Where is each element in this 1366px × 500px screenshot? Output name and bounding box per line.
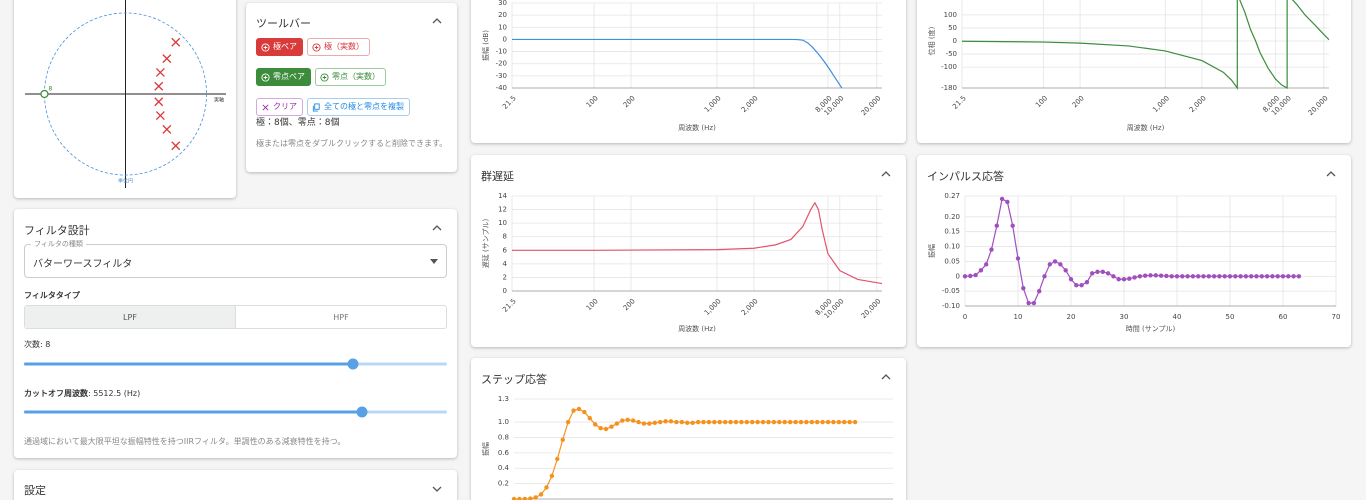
toggle-group: LPF HPF <box>24 305 447 329</box>
button[interactable]: 零点ペア <box>256 68 311 86</box>
toggle-button[interactable]: HPF <box>333 312 349 322</box>
button-label: 全ての極と零点を複製 <box>324 102 404 111</box>
toolbar-card: ツールバー 極ペア 極（実数） 零点ペア 零点（実数） クリア 全ての極と零点を… <box>246 3 457 172</box>
cutoff-slider[interactable] <box>24 405 449 419</box>
button-label: 極（実数） <box>324 42 364 51</box>
filter-design-card: フィルタ設計 フィルタの種類 バターワースフィルタ フィルタタイプ LPF HP… <box>14 209 457 458</box>
button-group: 極ペア 極（実数） 零点ペア 零点（実数） クリア 全ての極と零点を複製 <box>256 38 456 116</box>
button-label: 零点（実数） <box>332 72 380 81</box>
counts: 極：8個、零点：8個 <box>256 118 340 128</box>
phase-card <box>917 0 1351 143</box>
collapse-icon[interactable] <box>881 374 891 380</box>
field-label: フィルタタイプ <box>24 291 80 300</box>
cutoff-label: カットオフ周波数: 5512.5 (Hz) <box>24 388 140 399</box>
select[interactable]: フィルタの種類 バターワースフィルタ <box>24 238 447 278</box>
step-card: ステップ応答 <box>471 358 906 500</box>
collapse-icon[interactable] <box>432 225 442 231</box>
button-label: 極ペア <box>273 42 297 51</box>
button-label: 零点ペア <box>273 72 305 81</box>
button[interactable]: 極ペア <box>256 38 303 56</box>
collapse-icon[interactable] <box>432 18 442 24</box>
order-label: 次数: 8 <box>24 340 51 349</box>
card-title: ステップ応答 <box>481 373 547 386</box>
card-title: ツールバー <box>256 17 311 30</box>
order-slider[interactable] <box>24 357 449 371</box>
button-label: クリア <box>273 102 297 111</box>
card-title: 設定 <box>24 484 46 497</box>
select-value: バターワースフィルタ <box>33 259 133 270</box>
note: 極または零点をダブルクリックすると削除できます。 <box>256 139 448 148</box>
group-delay-card: 群遅延 <box>471 155 906 347</box>
card-title: フィルタ設計 <box>24 224 90 237</box>
button[interactable]: 極（実数） <box>307 38 370 56</box>
cutoff-value: : 5512.5 (Hz) <box>88 389 141 398</box>
cutoff-name: カットオフ周波数 <box>24 389 88 398</box>
select-label: フィルタの種類 <box>31 238 86 251</box>
button[interactable]: クリア <box>256 98 303 116</box>
expand-icon[interactable] <box>432 486 442 492</box>
toggle-button[interactable]: LPF <box>25 306 236 328</box>
impulse-card: インパルス応答 <box>917 155 1351 347</box>
button[interactable]: 全ての極と零点を複製 <box>307 98 410 116</box>
settings-card: 設定 <box>14 470 457 500</box>
card-title: 群遅延 <box>481 170 514 183</box>
collapse-icon[interactable] <box>1326 171 1336 177</box>
button[interactable]: 零点（実数） <box>315 68 386 86</box>
description: 通過域において最大限平坦な振幅特性を持つIIRフィルタ。単調性のある減衰特性を持… <box>24 437 346 446</box>
collapse-icon[interactable] <box>881 171 891 177</box>
magnitude-card <box>471 0 906 143</box>
card-title: インパルス応答 <box>927 170 1004 183</box>
dropdown-arrow <box>430 259 438 264</box>
pole-zero-card <box>14 0 236 198</box>
